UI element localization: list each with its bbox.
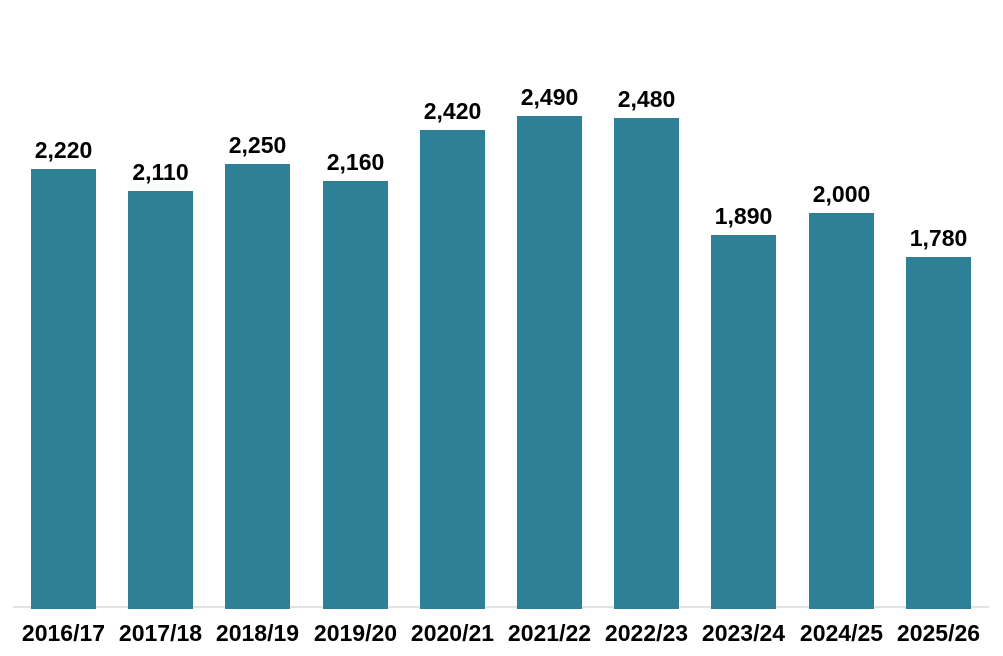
bar	[711, 235, 776, 609]
bar	[31, 169, 96, 609]
bar	[809, 213, 874, 609]
x-axis-tick-label: 2017/18	[118, 620, 203, 646]
bar-value-label: 2,110	[132, 159, 189, 185]
bar	[614, 118, 679, 609]
bar-value-label: 2,480	[617, 86, 676, 112]
x-axis-tick-label: 2020/21	[410, 620, 495, 646]
x-axis-tick-label: 2024/25	[799, 620, 884, 646]
bar-value-label: 2,250	[228, 132, 287, 158]
bar-value-label: 2,000	[812, 181, 871, 207]
bar	[517, 116, 582, 609]
bar	[906, 257, 971, 609]
x-axis-tick-label: 2019/20	[313, 620, 398, 646]
bar-value-label: 2,160	[326, 149, 385, 175]
x-axis-tick-label: 2022/23	[604, 620, 689, 646]
x-axis-tick-label: 2016/17	[21, 620, 106, 646]
bar-value-label: 2,490	[520, 84, 579, 110]
bar	[128, 191, 193, 609]
bar-value-label: 2,220	[34, 137, 93, 163]
x-axis-tick-label: 2018/19	[215, 620, 300, 646]
bar-value-label: 1,890	[714, 203, 773, 229]
x-axis-tick-label: 2025/26	[896, 620, 981, 646]
bar	[225, 164, 290, 609]
bar-value-label: 1,780	[909, 225, 968, 251]
bar	[420, 130, 485, 609]
x-axis-tick-label: 2021/22	[507, 620, 592, 646]
bar	[323, 181, 388, 609]
x-axis-tick-label: 2023/24	[701, 620, 786, 646]
bar-value-label: 2,420	[423, 98, 482, 124]
x-axis-baseline	[13, 606, 989, 608]
